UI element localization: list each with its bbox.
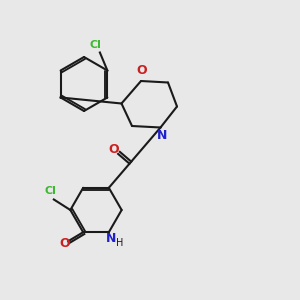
Text: H: H — [116, 238, 123, 248]
Text: N: N — [106, 232, 116, 245]
Text: Cl: Cl — [89, 40, 101, 50]
Text: Cl: Cl — [45, 186, 57, 196]
Text: O: O — [60, 237, 70, 250]
Text: N: N — [157, 129, 167, 142]
Text: O: O — [136, 64, 147, 77]
Text: O: O — [109, 143, 119, 156]
